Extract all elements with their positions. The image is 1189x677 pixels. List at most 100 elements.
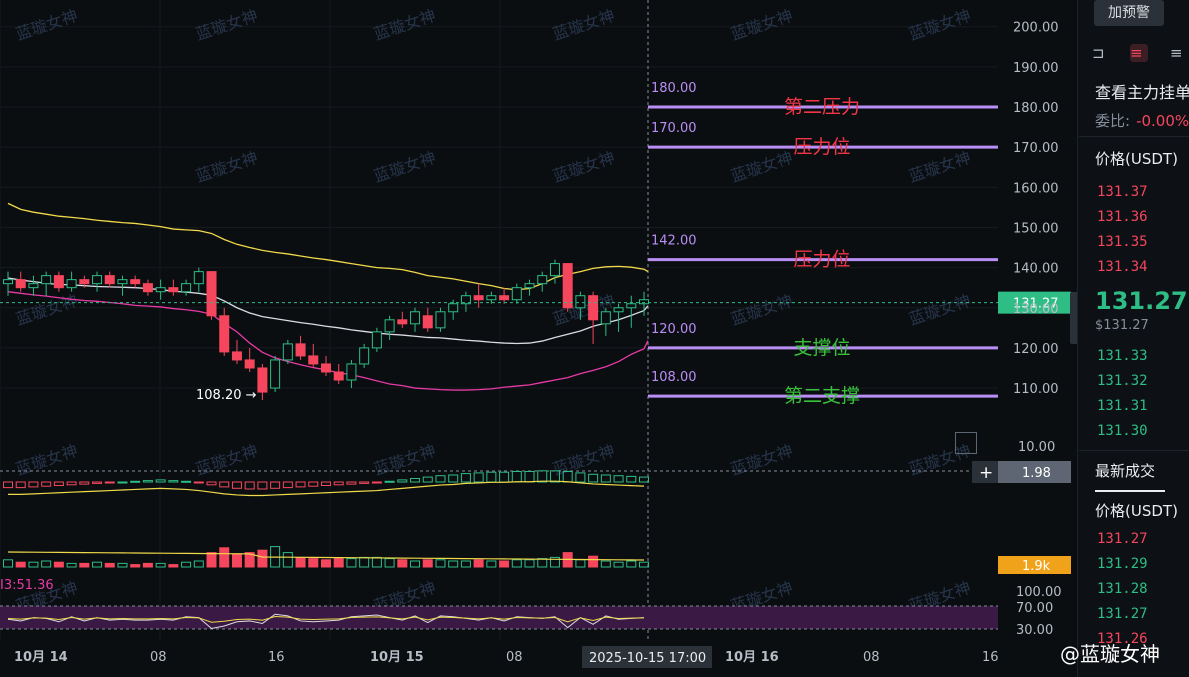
ask-row[interactable]: 131.34	[1097, 259, 1148, 275]
volume-bar	[219, 547, 230, 568]
rsi-ma-line	[7, 615, 645, 623]
volume-bar	[511, 559, 522, 568]
depth-title[interactable]: 查看主力挂单	[1095, 83, 1189, 102]
volume-bar	[181, 561, 192, 568]
volume-bar	[435, 559, 446, 568]
candle	[257, 367, 268, 393]
bid-row[interactable]: 131.31	[1097, 398, 1148, 414]
candle	[41, 275, 52, 285]
x-tick-label: 08	[150, 650, 167, 665]
candle	[511, 287, 522, 301]
volume-bar	[333, 558, 344, 568]
macd-bar	[193, 481, 204, 484]
level-label: 支撑位	[793, 337, 850, 359]
panel-collapse-handle[interactable]	[1070, 292, 1078, 344]
candle	[410, 311, 421, 325]
macd-bar	[206, 481, 217, 486]
watermark: 蓝璇女神	[550, 6, 617, 44]
watermark: 蓝璇女神	[193, 6, 260, 44]
mid-price: 131.27	[1095, 287, 1188, 315]
level-price-label: 180.00	[651, 81, 697, 96]
volume-bar	[257, 549, 268, 568]
level-price-label: 120.00	[651, 322, 697, 337]
candle	[15, 279, 26, 289]
macd-bar	[371, 481, 382, 484]
watermark: 蓝璇女神	[906, 148, 973, 186]
volume-bar	[397, 559, 408, 568]
add-alert-button[interactable]: 加预警	[1094, 0, 1164, 26]
candle	[104, 275, 115, 285]
bid-row[interactable]: 131.32	[1097, 373, 1148, 389]
candle	[588, 295, 599, 321]
orderbook-both-icon[interactable]: ⊐	[1092, 44, 1105, 62]
volume-bar	[41, 560, 52, 568]
volume-bar	[231, 553, 242, 568]
y-tick-label: 170.00	[1013, 141, 1059, 156]
divider	[1079, 450, 1189, 451]
volume-bar	[549, 556, 560, 568]
candle	[499, 295, 510, 301]
orderbook-bids-icon[interactable]: ≡	[1170, 44, 1183, 62]
volume-bar	[79, 562, 90, 568]
volume-bar	[524, 559, 535, 568]
x-tick-label: 16	[982, 650, 999, 665]
bid-row[interactable]: 131.30	[1097, 423, 1148, 439]
level-label: 压力位	[793, 136, 850, 158]
macd-bar	[270, 481, 281, 489]
expand-icon[interactable]	[955, 432, 977, 454]
volume-bar	[321, 559, 331, 568]
crosshair-time-tag	[582, 646, 712, 668]
candle	[181, 283, 192, 293]
candle	[308, 355, 319, 365]
volume-bar	[3, 559, 13, 568]
volume-tag	[998, 556, 1071, 574]
trades-price-header: 价格(USDT)	[1095, 502, 1178, 520]
candle	[92, 275, 103, 285]
y-tick-label: 200.00	[1013, 21, 1059, 36]
ask-row[interactable]: 131.35	[1097, 234, 1148, 250]
watermark: 蓝璇女神	[193, 148, 260, 186]
trades-tab[interactable]: 最新成交	[1095, 462, 1156, 480]
ma-upper-line	[7, 202, 649, 291]
bid-row[interactable]: 131.33	[1097, 348, 1148, 364]
candle	[537, 275, 548, 285]
macd-bar	[435, 475, 446, 483]
volume-bar	[295, 556, 306, 568]
volume-bar	[117, 562, 128, 568]
macd-bar	[588, 473, 599, 483]
level-label: 压力位	[793, 249, 850, 271]
macd-bar	[511, 471, 522, 483]
candle	[282, 343, 293, 361]
candle	[346, 363, 357, 381]
volume-bar	[473, 559, 484, 568]
candle	[626, 303, 637, 309]
ask-row[interactable]: 131.37	[1097, 184, 1148, 200]
macd-bar	[92, 481, 103, 484]
volume-bar	[104, 562, 115, 568]
candle	[460, 295, 471, 305]
volume-bar	[460, 560, 471, 568]
y-tick-label: 160.00	[1013, 181, 1059, 196]
macd-bar	[639, 476, 649, 483]
candle	[66, 279, 77, 289]
macd-bar	[168, 480, 179, 483]
volume-bar	[15, 561, 26, 568]
macd-bar	[537, 470, 548, 483]
level-label: 第二支撑	[784, 385, 860, 407]
y-tick-label: 140.00	[1013, 262, 1059, 277]
candle	[473, 295, 484, 301]
orderbook-sidebar	[1077, 0, 1189, 677]
ask-row[interactable]: 131.36	[1097, 209, 1148, 225]
volume-bar	[359, 556, 370, 568]
orderbook-asks-icon[interactable]: ≡	[1130, 44, 1148, 62]
candle	[600, 311, 611, 325]
ratio-value: -0.00%	[1136, 112, 1189, 130]
volume-tag-label: 1.9k	[1022, 559, 1051, 574]
x-tick-label: 08	[863, 650, 880, 665]
candle	[168, 287, 179, 293]
volume-bar	[130, 564, 141, 568]
watermark: 蓝璇女神	[193, 441, 260, 479]
watermark: 蓝璇女神	[728, 291, 795, 329]
candle	[53, 275, 64, 289]
